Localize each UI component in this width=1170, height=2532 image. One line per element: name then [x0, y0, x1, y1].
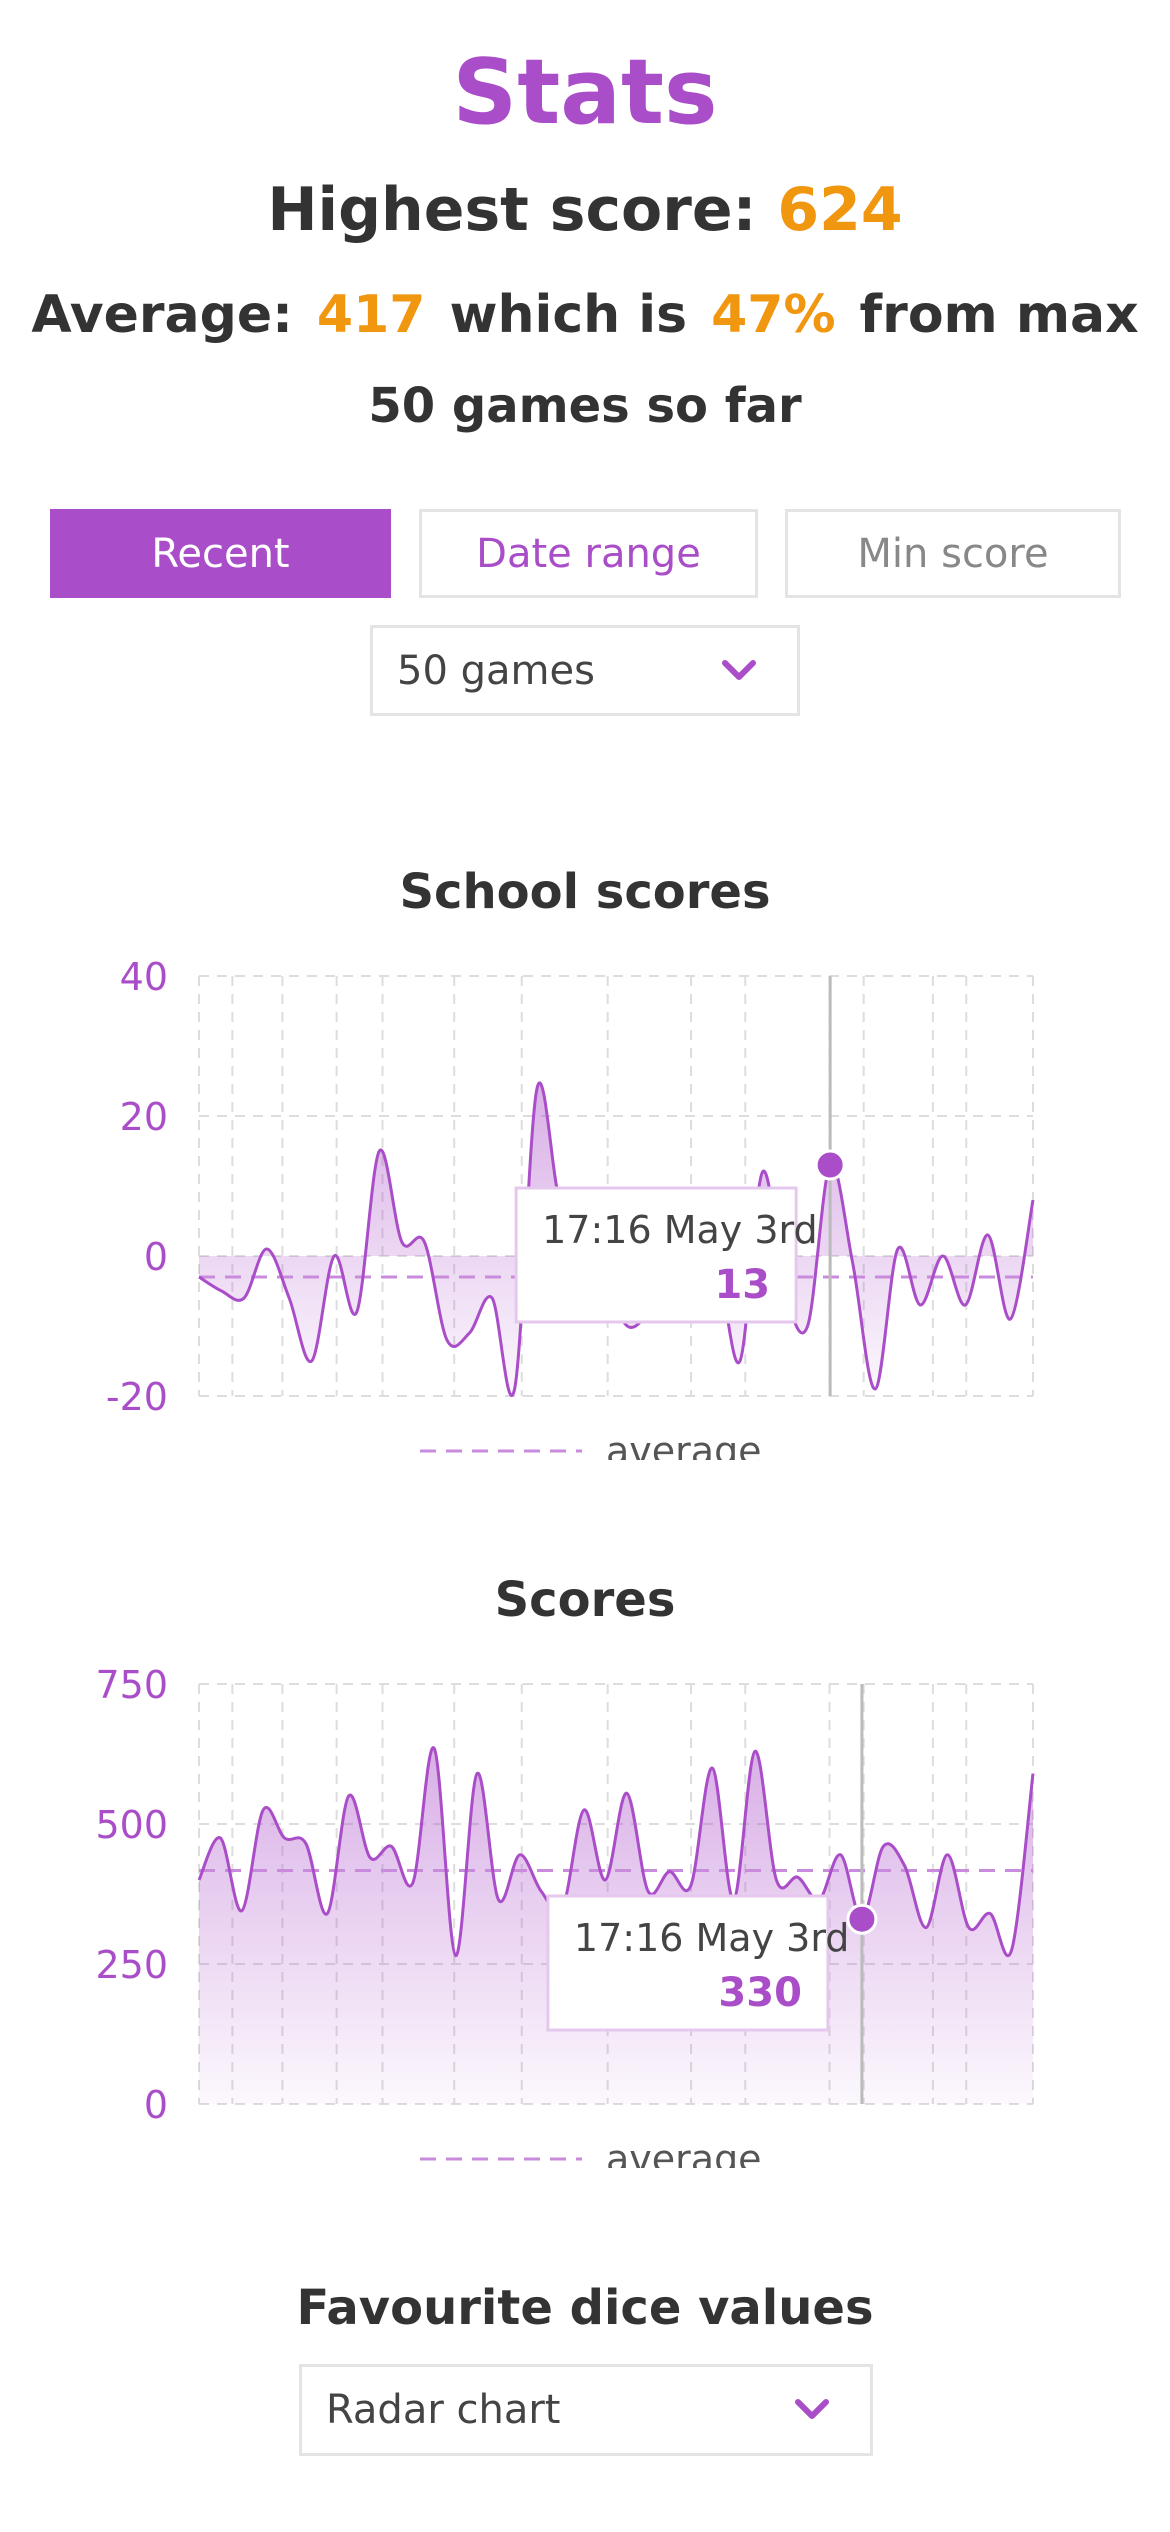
tooltip-box [546, 1894, 830, 2032]
section-title: Favourite dice values [296, 2280, 874, 2336]
tab-button[interactable]: Recent [50, 509, 391, 598]
dropdown-text: Radar chart [326, 2387, 561, 2433]
highlight-point [846, 1903, 878, 1935]
label: Highest score: [267, 175, 757, 245]
tab-button[interactable]: Min score [785, 509, 1121, 598]
dropdown-text: 50 games [397, 647, 595, 694]
y-tick-label: 250 [95, 1943, 168, 1987]
y-tick-label: 40 [120, 955, 168, 999]
dropdown[interactable]: 50 games [370, 625, 800, 716]
highlight-point [814, 1149, 846, 1181]
highest-score: Highest score: 624 [0, 175, 1170, 245]
value: 624 [777, 175, 903, 245]
tooltip-label: 17:16 May 3rd [574, 1916, 849, 1960]
tooltip-label: 17:16 May 3rd [542, 1208, 817, 1252]
tooltip-box [514, 1186, 798, 1324]
y-tick-label: -20 [106, 1375, 168, 1419]
y-tick-label: 0 [144, 2083, 168, 2127]
chart-title: School scores [399, 864, 771, 920]
y-tick-label: 20 [120, 1095, 168, 1139]
games-count: 50 games so far [368, 378, 802, 434]
label: from max [859, 285, 1139, 345]
legend-label: average [606, 2137, 762, 2168]
average-line: Average: 417 which is 47% from max [0, 285, 1170, 345]
chevron [722, 659, 756, 680]
line [197, 1746, 1035, 1958]
chart-title: Scores [494, 1572, 676, 1628]
y-tick-label: 0 [144, 1235, 168, 1279]
chart: 750 500 250 0 17:16 May 3rd 330 average [95, 1663, 1035, 2168]
chevron [795, 2399, 829, 2419]
label: which is [449, 285, 688, 345]
legend-label: average [606, 1429, 762, 1460]
tooltip-value: 13 [714, 1262, 770, 1308]
label: Average: [31, 285, 293, 345]
value: 47% [711, 285, 836, 345]
page-title: Stats [452, 40, 718, 145]
chart: 40 20 0 -20 17:16 May 3rd 13 average [106, 955, 1035, 1460]
value: 417 [316, 285, 426, 345]
y-tick-label: 500 [95, 1803, 168, 1847]
tab-button[interactable]: Date range [419, 509, 758, 598]
tooltip-value: 330 [718, 1970, 802, 2016]
y-tick-label: 750 [95, 1663, 168, 1707]
dropdown[interactable]: Radar chart [299, 2364, 873, 2456]
